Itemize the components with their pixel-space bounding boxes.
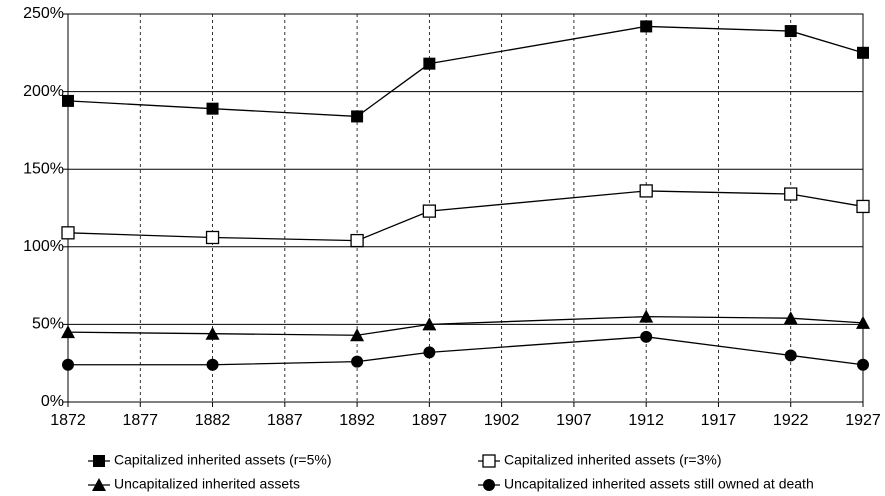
marker: [351, 110, 364, 123]
y-tick-label: 0%: [41, 393, 64, 410]
x-tick-label: 1927: [845, 412, 881, 429]
marker: [62, 358, 74, 371]
marker: [62, 94, 74, 107]
series-line: [67, 25, 864, 118]
legend-label: Uncapitalized inherited assets: [114, 476, 300, 492]
y-tick-label: 100%: [23, 238, 64, 255]
marker: [856, 199, 870, 214]
marker: [639, 184, 653, 198]
marker: [857, 358, 869, 371]
series-line: [67, 315, 864, 336]
legend-label: Uncapitalized inherited assets still own…: [504, 476, 814, 492]
marker: [423, 57, 436, 70]
marker: [639, 309, 654, 323]
y-tick-label: 50%: [32, 316, 64, 333]
x-tick-label: 1907: [556, 412, 592, 429]
marker: [784, 187, 798, 201]
y-tick-label: 150%: [23, 160, 64, 177]
marker: [61, 226, 75, 240]
legend-marker: [483, 479, 495, 491]
marker: [206, 102, 219, 115]
series-line: [67, 190, 864, 242]
marker: [423, 346, 436, 359]
x-tick-label: 1872: [50, 412, 86, 429]
marker: [784, 349, 797, 362]
marker: [422, 317, 437, 331]
marker: [205, 326, 220, 340]
marker: [640, 20, 653, 33]
x-tick-label: 1887: [267, 412, 303, 429]
marker: [857, 46, 869, 59]
marker: [350, 233, 364, 248]
legend-marker: [92, 478, 106, 491]
marker: [61, 325, 75, 339]
x-tick-label: 1917: [701, 412, 737, 429]
legend-marker: [482, 454, 496, 468]
legend: Capitalized inherited assets (r=5%) Capit…: [88, 452, 814, 492]
legend-label: Capitalized inherited assets (r=3%): [504, 452, 722, 468]
x-tick-label: 1892: [339, 412, 375, 429]
y-tick-label: 200%: [23, 83, 64, 100]
x-tick-label: 1897: [412, 412, 448, 429]
marker: [351, 355, 364, 368]
marker: [856, 315, 870, 329]
marker: [783, 311, 798, 325]
x-tick-label: 1922: [773, 412, 809, 429]
x-tick-label: 1882: [195, 412, 231, 429]
marker: [422, 204, 437, 218]
legend-label: Capitalized inherited assets (r=5%): [114, 452, 332, 468]
marker: [206, 358, 219, 371]
marker: [350, 328, 365, 342]
x-tick-label: 1902: [484, 412, 520, 429]
marker: [205, 230, 220, 245]
x-tick-label: 1877: [122, 412, 158, 429]
legend-marker: [93, 455, 105, 467]
series-line: [68, 336, 864, 366]
marker: [784, 25, 797, 38]
marker: [640, 330, 653, 343]
x-tick-label: 1912: [628, 412, 664, 429]
y-tick-label: 250%: [23, 5, 64, 22]
